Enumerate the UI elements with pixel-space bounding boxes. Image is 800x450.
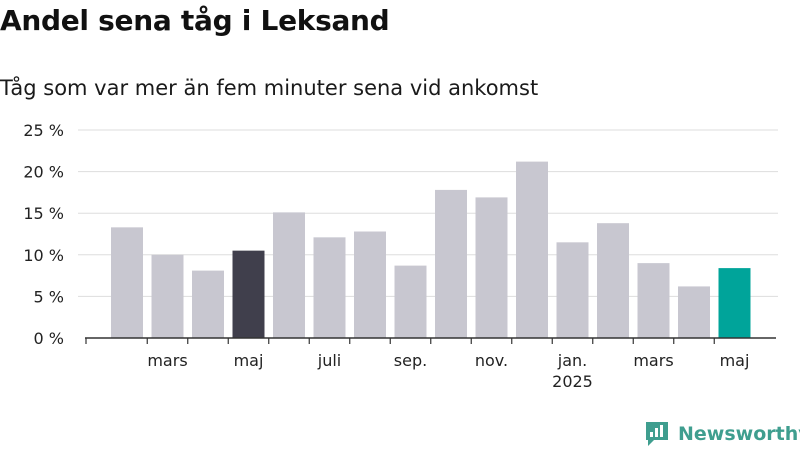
y-tick-label: 5 % bbox=[34, 287, 64, 306]
bar-2024-10 bbox=[435, 189, 467, 338]
bar-2025-02 bbox=[597, 223, 629, 338]
y-tick-label: 25 % bbox=[23, 121, 64, 140]
x-tick-label: maj bbox=[234, 351, 264, 370]
bar-2024-08 bbox=[354, 231, 386, 338]
x-tick-label: maj bbox=[720, 351, 750, 370]
bar-2024-09 bbox=[394, 265, 427, 338]
bar-2024-03 bbox=[151, 254, 184, 338]
bar-2024-06 bbox=[273, 212, 305, 338]
bar-2024-12 bbox=[516, 161, 548, 338]
newsworthy-logo-text: Newsworthy bbox=[678, 423, 800, 445]
chart-subtitle: Tåg som var mer än fem minuter sena vid … bbox=[0, 76, 539, 100]
newsworthy-logo-icon bbox=[646, 422, 668, 446]
x-tick-label: juli bbox=[317, 351, 341, 370]
x-tick-label: mars bbox=[633, 351, 673, 370]
chart-title: Andel sena tåg i Leksand bbox=[0, 4, 390, 37]
bar-2024-05 bbox=[232, 250, 265, 338]
bar-2025-01 bbox=[556, 242, 589, 338]
y-tick-label: 20 % bbox=[23, 163, 64, 182]
x-tick-label: sep. bbox=[394, 351, 427, 370]
x-tick-sublabel: 2025 bbox=[552, 372, 593, 391]
bar-2025-05 bbox=[718, 268, 751, 338]
x-axis bbox=[85, 337, 776, 344]
newsworthy-logo: Newsworthy bbox=[644, 420, 800, 448]
x-tick-label: nov. bbox=[475, 351, 508, 370]
bar-2024-02 bbox=[111, 227, 143, 338]
x-tick-label: mars bbox=[147, 351, 187, 370]
bar-2024-07 bbox=[313, 237, 346, 338]
bar-2024-11 bbox=[475, 197, 508, 338]
bar-2025-03 bbox=[637, 263, 670, 338]
y-tick-label: 10 % bbox=[23, 246, 64, 265]
y-axis-labels: 0 % 5 % 10 % 15 % 20 % 25 % bbox=[23, 121, 64, 348]
bar-2025-04 bbox=[678, 286, 710, 338]
bar-2024-04 bbox=[192, 270, 224, 338]
y-tick-label: 15 % bbox=[23, 204, 64, 223]
x-axis-labels: mars maj juli sep. nov. jan. 2025 mars maj bbox=[147, 351, 749, 391]
x-tick-label: jan. bbox=[557, 351, 587, 370]
bars bbox=[111, 161, 751, 338]
y-tick-label: 0 % bbox=[34, 329, 64, 348]
